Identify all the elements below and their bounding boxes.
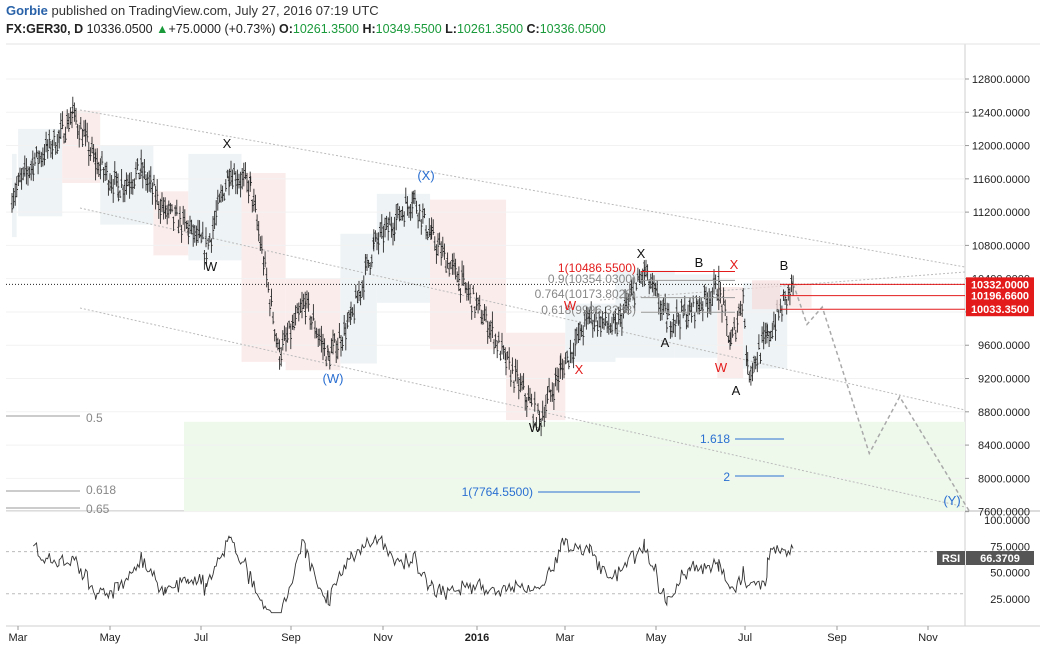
wave-label: (W) bbox=[323, 371, 344, 386]
fib-label: 1(10486.5500) bbox=[558, 261, 636, 275]
channel-line bbox=[79, 109, 966, 268]
time-tick-label: Nov bbox=[373, 632, 393, 644]
wave-zone bbox=[506, 332, 566, 421]
time-tick-label: 2016 bbox=[465, 632, 489, 644]
high-value: 10349.5500 bbox=[375, 22, 442, 36]
wave-label: (X) bbox=[417, 168, 434, 183]
close-value: 10336.0500 bbox=[539, 22, 606, 36]
fib-label: 0.65 bbox=[86, 502, 110, 516]
fib-label: 0.5 bbox=[86, 411, 103, 425]
price-tick-label: 11200.0000 bbox=[973, 207, 1030, 219]
wave-zone bbox=[285, 278, 341, 371]
wave-label: X bbox=[575, 362, 584, 377]
price-label-box: 10033.3500 bbox=[966, 302, 1034, 317]
rsi-line bbox=[32, 534, 794, 614]
retracement-zone bbox=[752, 280, 780, 310]
wave-label: W bbox=[564, 298, 577, 313]
low-label: L: bbox=[445, 22, 457, 36]
time-tick-label: May bbox=[646, 632, 667, 644]
publish-info: published on TradingView.com, July 27, 2… bbox=[51, 3, 379, 18]
rsi-tick-label: 25.0000 bbox=[990, 594, 1030, 606]
wave-label: W bbox=[205, 259, 218, 274]
rsi-value: 66.3709 bbox=[980, 553, 1020, 565]
time-tick-label: May bbox=[100, 632, 121, 644]
change-value: +75.0000 (+0.73%) bbox=[168, 22, 276, 36]
price-label-box: 10332.0000 bbox=[966, 277, 1034, 292]
fib-label: 1.618 bbox=[700, 432, 730, 446]
close-label: C: bbox=[526, 22, 540, 36]
low-value: 10261.3500 bbox=[456, 22, 524, 36]
price-tick-label: 12800.0000 bbox=[972, 74, 1030, 86]
price-tick-label: 7600.0000 bbox=[978, 507, 1030, 519]
high-label: H: bbox=[362, 22, 376, 36]
fib-label: 1(7764.5500) bbox=[462, 485, 533, 499]
wave-zone bbox=[12, 153, 17, 238]
price-tick-label: 8800.0000 bbox=[978, 407, 1030, 419]
time-tick-label: Mar bbox=[556, 632, 575, 644]
price-tick-label: 8400.0000 bbox=[978, 440, 1030, 452]
channel-line bbox=[79, 307, 966, 508]
last-price: 10336.0500 bbox=[86, 22, 153, 36]
rsi-label: RSI bbox=[942, 553, 960, 565]
time-tick-label: Jul bbox=[738, 632, 752, 644]
wave-label: X bbox=[637, 246, 646, 261]
ohlc-line: FX:GER30, D 10336.0500 ▲+75.0000 (+0.73%… bbox=[6, 22, 606, 36]
price-tick-label: 11600.0000 bbox=[973, 174, 1030, 186]
fib-label: 0.618 bbox=[86, 483, 116, 497]
price-tick-label: 12400.0000 bbox=[972, 107, 1030, 119]
wave-label: A bbox=[732, 383, 741, 398]
author-name[interactable]: Gorbie bbox=[6, 3, 48, 18]
fib-label: 0.9(10354.0300) bbox=[548, 272, 636, 286]
fib-label: 0.618(9996.3238) bbox=[541, 303, 636, 317]
publish-line: Gorbie published on TradingView.com, Jul… bbox=[6, 3, 379, 18]
up-arrow-icon: ▲ bbox=[156, 22, 169, 36]
price-label-text: 10033.3500 bbox=[971, 304, 1029, 316]
price-label-box: 10196.6600 bbox=[966, 288, 1034, 303]
wave-zone bbox=[430, 199, 507, 350]
rsi-tick-label: 75.0000 bbox=[990, 541, 1030, 553]
wave-zone bbox=[376, 193, 431, 303]
time-tick-label: Nov bbox=[918, 632, 938, 644]
wave-label: W bbox=[529, 420, 542, 435]
open-value: 10261.3500 bbox=[292, 22, 359, 36]
rsi-value-box: RSI 66.3709 bbox=[937, 551, 1034, 565]
wave-label: (Y) bbox=[943, 493, 960, 508]
price-tick-label: 9600.0000 bbox=[978, 340, 1030, 352]
price-tick-label: 10800.0000 bbox=[972, 240, 1030, 252]
projection-path bbox=[792, 283, 971, 512]
rsi-tick-label: 100.0000 bbox=[984, 515, 1030, 527]
time-tick-label: Jul bbox=[194, 632, 208, 644]
price-label-text: 10196.6600 bbox=[971, 291, 1029, 303]
time-tick-label: Sep bbox=[281, 632, 301, 644]
wave-label: X bbox=[223, 136, 232, 151]
wave-zone bbox=[674, 274, 718, 358]
rsi-tick-label: 50.0000 bbox=[990, 568, 1030, 580]
price-tick-label: 8000.0000 bbox=[978, 473, 1030, 485]
price-tick-label: 9200.0000 bbox=[978, 374, 1030, 386]
channel-line bbox=[599, 271, 966, 301]
time-tick-label: Sep bbox=[827, 632, 847, 644]
wave-label: A bbox=[661, 335, 670, 350]
open-label: O: bbox=[279, 22, 293, 36]
wave-label: X bbox=[730, 257, 739, 272]
wave-label: B bbox=[780, 258, 789, 273]
fib-label: 0.764(10173.8028) bbox=[535, 287, 636, 301]
target-zone bbox=[184, 421, 965, 512]
fib-label: 2 bbox=[723, 470, 730, 484]
wave-label: B bbox=[695, 255, 704, 270]
price-tick-label: 12000.0000 bbox=[972, 141, 1030, 153]
price-bars bbox=[10, 96, 795, 437]
price-label-text: 10332.0000 bbox=[971, 279, 1029, 291]
time-tick-label: Mar bbox=[9, 632, 28, 644]
channel-line bbox=[79, 207, 966, 411]
wave-zone bbox=[615, 270, 675, 358]
wave-label: W bbox=[715, 360, 728, 375]
symbol-label: FX:GER30, D bbox=[6, 22, 84, 36]
wave-zone bbox=[18, 128, 63, 217]
